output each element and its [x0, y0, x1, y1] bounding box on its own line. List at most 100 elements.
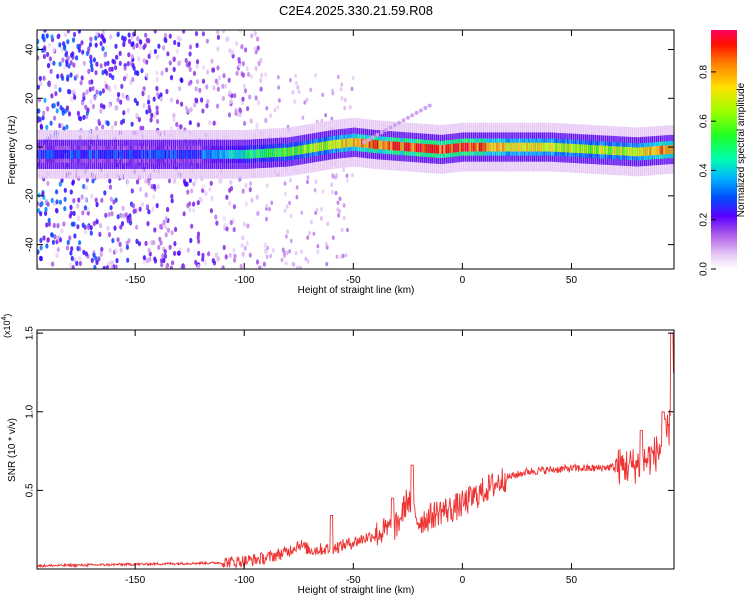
- heatmap-cell: [269, 113, 273, 118]
- heatmap-cell: [324, 241, 328, 247]
- heatmap-cell: [309, 87, 313, 93]
- heatmap-cell: [58, 199, 63, 205]
- heatmap-cell: [241, 150, 243, 159]
- heatmap-cell: [427, 144, 430, 153]
- heatmap-cell: [232, 204, 236, 210]
- heatmap-cell: [256, 36, 260, 42]
- heatmap-cell: [168, 150, 171, 159]
- heatmap-cell: [236, 111, 240, 117]
- heatmap-cell: [87, 46, 91, 52]
- snr-series-layer: [37, 332, 674, 569]
- heatmap-cell: [284, 191, 287, 196]
- heatmap-cell: [201, 184, 205, 190]
- heatmap-cell: [84, 196, 88, 202]
- heatmap-cell: [195, 63, 199, 69]
- heatmap-cell: [315, 207, 319, 213]
- heatmap-cell: [297, 89, 301, 95]
- heatmap-cell: [70, 221, 74, 227]
- heatmap-cell: [43, 30, 47, 33]
- heatmap-cell: [317, 142, 320, 152]
- heatmap-cell: [118, 60, 122, 66]
- heatmap-cell: [50, 197, 54, 203]
- heatmap-cell: [221, 83, 225, 89]
- heatmap-cell: [83, 205, 87, 211]
- heatmap-cell: [339, 139, 341, 149]
- heatmap-cell: [100, 246, 104, 252]
- heatmap-cell: [84, 150, 86, 159]
- heatmap-cell: [139, 125, 143, 131]
- snr-x-axis: -150 -100 -50 0 50: [125, 330, 577, 586]
- heatmap-cell: [78, 240, 82, 246]
- heatmap-cell: [148, 256, 152, 263]
- heatmap-cell: [58, 61, 62, 67]
- heatmap-cell: [549, 142, 551, 152]
- heatmap-cell: [113, 84, 117, 90]
- colorbar-gradient: [711, 30, 737, 269]
- heatmap-cell: [52, 200, 56, 207]
- heatmap-cell: [188, 201, 192, 207]
- heatmap-cell: [158, 150, 161, 159]
- heatmap-cell: [155, 203, 159, 209]
- heatmap-cell: [339, 254, 343, 259]
- heatmap-cell: [130, 41, 134, 48]
- heatmap-cell: [152, 240, 156, 246]
- heatmap-cell: [55, 252, 59, 259]
- heatmap-cell: [472, 142, 475, 152]
- heatmap-cell: [136, 36, 140, 42]
- heatmap-cell: [58, 42, 62, 48]
- heatmap-cell: [50, 232, 54, 238]
- heatmap-cell: [45, 124, 49, 130]
- heatmap-cell: [173, 241, 177, 247]
- heatmap-cell: [232, 227, 236, 233]
- heatmap-cell: [107, 261, 111, 267]
- heatmap-cell: [126, 257, 130, 263]
- heatmap-cell: [37, 84, 40, 90]
- heatmap-cell: [255, 122, 259, 128]
- heatmap-cell: [600, 145, 603, 155]
- heatmap-cell: [196, 231, 201, 237]
- heatmap-cell: [58, 237, 63, 243]
- heatmap-cell: [56, 101, 60, 107]
- heatmap-cell: [205, 150, 208, 159]
- heatmap-cell: [150, 184, 154, 190]
- heatmap-cell: [325, 261, 329, 267]
- heatmap-cell: [127, 52, 131, 58]
- heatmap-cell: [172, 56, 176, 62]
- heatmap-cell: [535, 142, 538, 152]
- heatmap-cell: [214, 252, 218, 258]
- heatmap-cell: [410, 142, 412, 152]
- spectrogram-x-axis: -150 -100 -50 0 50: [125, 30, 577, 286]
- heatmap-cell: [170, 198, 174, 204]
- heatmap-cell: [228, 252, 232, 259]
- heatmap-cell: [116, 92, 121, 98]
- heatmap-cell: [421, 143, 424, 153]
- heatmap-cell: [310, 219, 313, 225]
- heatmap-cell: [614, 146, 616, 156]
- heatmap-cell: [60, 177, 64, 183]
- heatmap-cell: [72, 198, 76, 204]
- heatmap-cell: [173, 178, 177, 184]
- heatmap-cell: [148, 150, 151, 159]
- heatmap-cell: [215, 220, 219, 226]
- heatmap-cell: [211, 150, 214, 159]
- heatmap-cell: [92, 150, 94, 159]
- heatmap-cell: [643, 147, 646, 156]
- heatmap-cell: [140, 201, 144, 208]
- heatmap-cell: [553, 142, 555, 152]
- heatmap-cell: [306, 144, 308, 154]
- heatmap-cell: [194, 259, 198, 265]
- heatmap-cell: [171, 260, 175, 266]
- heatmap-cell: [341, 139, 343, 148]
- heatmap-cell: [401, 118, 406, 123]
- heatmap-cell: [105, 120, 110, 126]
- heatmap-cell: [355, 138, 357, 147]
- heatmap-cell: [51, 261, 55, 267]
- heatmap-cell: [89, 230, 93, 236]
- heatmap-cell: [73, 94, 77, 100]
- heatmap-cell: [82, 249, 86, 255]
- heatmap-cell: [496, 142, 498, 152]
- heatmap-cell: [649, 146, 652, 156]
- heatmap-cell: [95, 89, 99, 95]
- heatmap-cell: [276, 105, 280, 110]
- heatmap-cell: [285, 234, 288, 239]
